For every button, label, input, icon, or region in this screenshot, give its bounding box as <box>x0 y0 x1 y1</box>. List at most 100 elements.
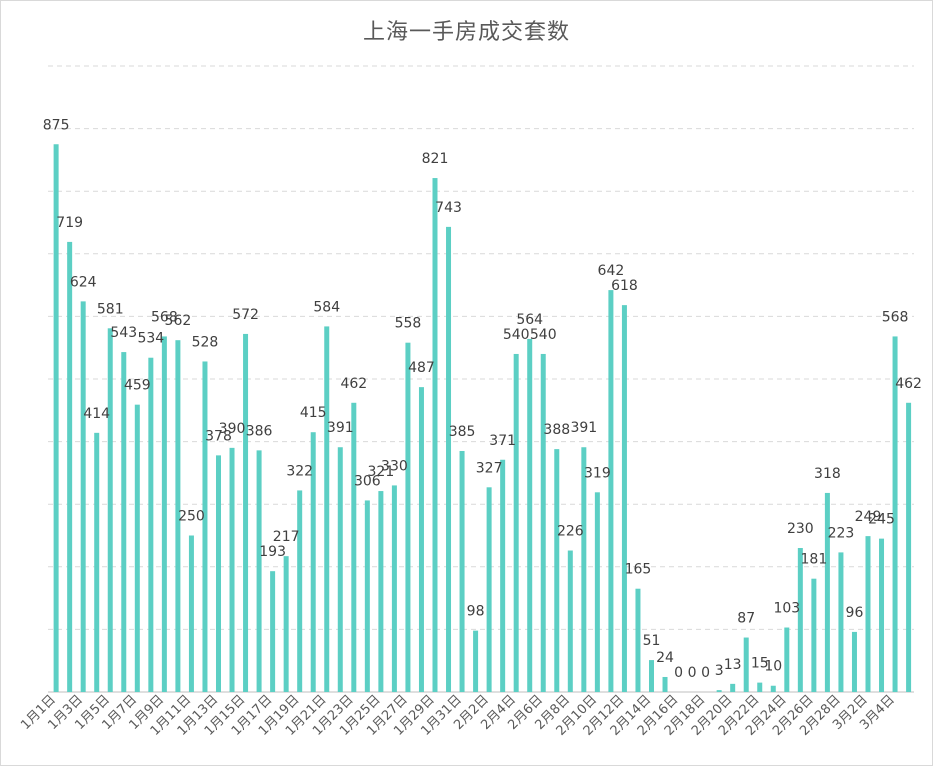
data-label: 51 <box>643 633 661 649</box>
bar <box>770 685 776 692</box>
bar <box>215 455 221 692</box>
data-label: 624 <box>70 274 97 290</box>
x-tick-labels: 1月1日1月3日1月5日1月7日1月9日1月11日1月13日1月15日1月17日… <box>18 692 898 739</box>
bar <box>757 682 763 692</box>
bar <box>892 336 898 692</box>
bar <box>879 538 885 692</box>
bar <box>67 241 73 692</box>
bar <box>432 178 438 692</box>
bars <box>53 144 912 692</box>
bar <box>473 630 479 692</box>
bar <box>648 660 654 692</box>
bar <box>608 290 614 692</box>
bar <box>500 459 506 692</box>
data-label: 98 <box>467 604 485 620</box>
bar <box>94 432 100 692</box>
bar <box>594 492 600 692</box>
bar <box>662 676 668 692</box>
bar <box>391 485 397 692</box>
bar <box>554 449 560 692</box>
data-label: 572 <box>232 307 259 323</box>
bar <box>175 340 181 692</box>
data-label: 391 <box>570 420 597 436</box>
bar <box>730 683 736 692</box>
data-label: 581 <box>97 301 124 317</box>
data-label: 193 <box>259 544 286 560</box>
data-label: 459 <box>124 378 151 394</box>
bar <box>107 328 113 692</box>
data-label: 414 <box>83 406 110 422</box>
data-label: 321 <box>368 464 395 480</box>
data-label: 462 <box>340 376 367 392</box>
bar <box>337 447 343 692</box>
data-label: 528 <box>192 334 219 350</box>
bar <box>310 432 316 692</box>
bar <box>243 333 249 692</box>
bar <box>405 342 411 692</box>
data-label: 543 <box>110 325 137 341</box>
data-label: 875 <box>43 117 70 133</box>
data-label: 534 <box>137 331 164 347</box>
bar <box>256 450 262 692</box>
bar <box>283 556 289 692</box>
data-label: 24 <box>656 650 674 666</box>
bar <box>716 690 722 692</box>
bar <box>797 548 803 692</box>
data-label: 223 <box>828 525 855 541</box>
data-label: 568 <box>151 309 178 325</box>
data-label: 87 <box>737 611 755 627</box>
data-label: 103 <box>773 601 800 617</box>
data-label: 642 <box>598 263 625 279</box>
bar <box>621 305 627 692</box>
bar <box>851 631 857 692</box>
data-label: 249 <box>855 509 882 525</box>
data-label: 584 <box>313 299 340 315</box>
data-label: 250 <box>178 509 205 525</box>
bar <box>838 552 844 692</box>
bar <box>743 637 749 692</box>
data-label: 371 <box>489 433 516 449</box>
data-label: 0 <box>701 665 710 681</box>
bar <box>148 357 154 692</box>
data-labels: 8757196244145815434595345685622505283783… <box>43 117 922 681</box>
bar <box>865 536 871 692</box>
bar <box>378 491 384 692</box>
bar <box>351 402 357 692</box>
data-label: 3 <box>715 663 724 679</box>
bar <box>784 627 790 692</box>
bar <box>134 404 140 692</box>
bar <box>161 336 167 692</box>
data-label: 217 <box>273 529 300 545</box>
data-label: 462 <box>895 376 922 392</box>
data-label: 318 <box>814 466 841 482</box>
data-label: 385 <box>449 424 476 440</box>
bar <box>459 450 465 692</box>
bar <box>635 588 641 692</box>
bar <box>811 578 817 692</box>
data-label: 10 <box>764 659 782 675</box>
data-label: 821 <box>422 151 449 167</box>
bar <box>270 571 276 692</box>
data-label: 15 <box>751 656 769 672</box>
bar <box>229 447 235 692</box>
bar <box>53 144 59 692</box>
data-label: 165 <box>625 562 652 578</box>
data-label: 540 <box>530 327 557 343</box>
data-label: 378 <box>205 428 232 444</box>
bar <box>581 447 587 692</box>
data-label: 386 <box>246 423 273 439</box>
bar <box>297 490 303 692</box>
data-label: 181 <box>801 552 828 568</box>
chart-title: 上海一手房成交套数 <box>362 20 570 45</box>
data-label: 245 <box>868 512 895 528</box>
bar <box>364 500 370 692</box>
data-label: 743 <box>435 200 462 216</box>
bar <box>188 535 194 692</box>
data-label: 540 <box>503 327 530 343</box>
data-label: 562 <box>165 313 192 329</box>
bar <box>527 338 533 692</box>
data-label: 390 <box>219 421 246 437</box>
data-label: 415 <box>300 405 327 421</box>
